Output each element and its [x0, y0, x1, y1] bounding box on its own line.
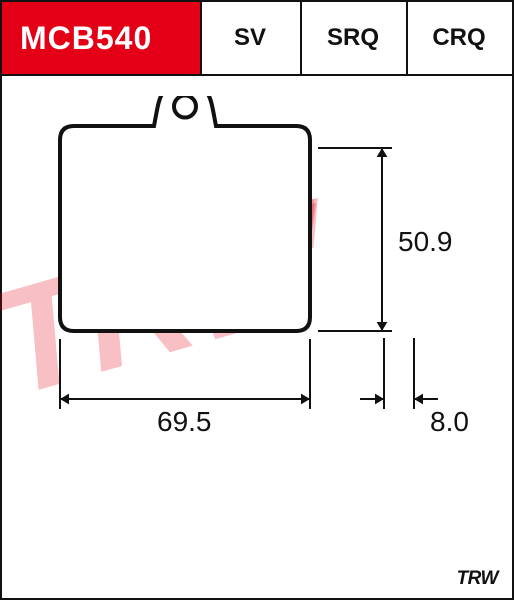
variant-label: SRQ — [327, 24, 379, 52]
drawing-area: TRW//// 69.5 50.9 8.0 TRW — [2, 76, 512, 598]
dimension-height-value: 50.9 — [398, 226, 453, 258]
part-number: MCB540 — [20, 20, 152, 57]
part-number-box: MCB540 — [2, 2, 202, 74]
brand-mark: TRW — [457, 568, 498, 590]
variant-cell-sv: SV — [200, 2, 300, 74]
variant-cell-crq: CRQ — [406, 2, 512, 74]
variant-label: SV — [234, 24, 266, 52]
dimension-thickness-value: 8.0 — [430, 406, 469, 438]
dimensions-overlay — [2, 76, 512, 598]
variant-cell-srq: SRQ — [300, 2, 406, 74]
dimension-width-value: 69.5 — [157, 406, 212, 438]
variant-label: CRQ — [432, 24, 485, 52]
